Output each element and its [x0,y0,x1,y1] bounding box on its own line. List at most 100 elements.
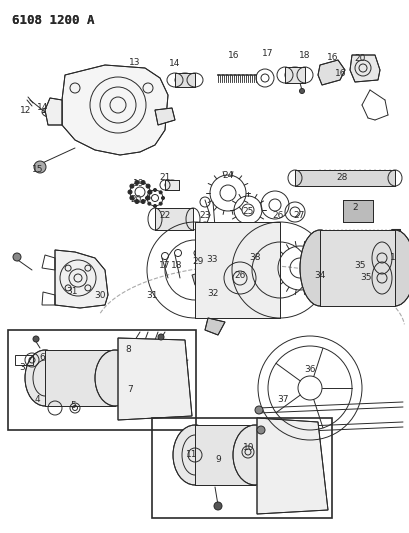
Polygon shape [55,250,108,308]
Text: 11: 11 [186,450,197,459]
Text: 1: 1 [389,254,395,262]
Text: 16: 16 [228,51,239,60]
Text: 6108 1200 A: 6108 1200 A [12,14,94,27]
Circle shape [213,502,221,510]
Polygon shape [62,65,168,155]
Bar [152,418,331,518]
Bar [294,170,394,186]
Circle shape [145,197,148,199]
Text: 36: 36 [303,366,315,375]
Bar [195,425,254,485]
Circle shape [130,184,134,188]
Ellipse shape [299,230,339,306]
Circle shape [153,205,156,207]
Bar [155,208,193,230]
Polygon shape [317,60,344,85]
Text: 19: 19 [133,179,144,188]
Bar [342,200,372,222]
Text: 16: 16 [326,52,338,61]
Text: 23: 23 [199,212,210,221]
Text: 16: 16 [335,69,346,77]
Bar [15,355,33,365]
Text: 29: 29 [192,257,203,266]
Text: 31: 31 [66,287,78,295]
Text: 26: 26 [272,211,283,220]
Text: 14: 14 [169,59,180,68]
Bar [195,222,279,318]
Ellipse shape [374,230,409,306]
Bar [319,230,394,306]
Bar [175,73,195,87]
Text: 20: 20 [130,196,142,205]
Bar [45,350,115,406]
Text: 3: 3 [19,364,25,373]
Circle shape [135,199,139,204]
Text: 32: 32 [207,288,218,297]
Text: 37: 37 [276,395,288,405]
Text: 7: 7 [127,385,133,394]
Text: 34: 34 [314,271,325,279]
Bar [284,67,304,83]
Circle shape [148,202,151,205]
Text: 13: 13 [129,58,140,67]
Text: 24: 24 [222,171,233,180]
Circle shape [34,161,46,173]
Bar [195,222,279,318]
Circle shape [130,196,134,200]
Circle shape [141,199,145,204]
Bar [294,170,394,186]
Text: 28: 28 [335,174,347,182]
Text: 14: 14 [37,102,49,111]
Bar [342,200,372,222]
Text: 27: 27 [292,211,304,220]
Ellipse shape [95,350,135,406]
Text: 4: 4 [34,395,40,405]
Bar [284,67,304,83]
Text: 22: 22 [159,211,170,220]
Text: 33: 33 [206,255,217,264]
Text: 18: 18 [299,51,310,60]
Circle shape [157,334,164,340]
Bar [195,425,254,485]
Text: 17: 17 [262,49,273,58]
Bar [319,230,394,306]
Bar [175,73,195,87]
Text: 15: 15 [32,166,44,174]
Circle shape [256,426,264,434]
Circle shape [254,406,262,414]
Circle shape [141,181,145,184]
Text: 26: 26 [234,271,245,280]
Bar [164,180,179,190]
Text: 6: 6 [39,353,45,362]
Polygon shape [349,55,379,82]
Ellipse shape [232,425,276,485]
Text: 10: 10 [243,443,254,453]
Text: 17: 17 [159,261,170,270]
Polygon shape [191,272,204,285]
Text: 20: 20 [353,53,365,62]
Circle shape [153,189,156,191]
Circle shape [33,336,39,342]
Bar [45,350,115,406]
Text: 31: 31 [146,292,157,301]
Polygon shape [45,98,62,125]
Circle shape [148,191,151,194]
Circle shape [159,191,162,194]
Polygon shape [204,318,225,335]
Circle shape [128,190,132,194]
Circle shape [299,88,304,93]
Circle shape [146,196,150,200]
Text: 2: 2 [351,204,357,213]
Ellipse shape [173,425,216,485]
Text: 38: 38 [249,254,260,262]
Polygon shape [118,338,191,420]
Text: 12: 12 [20,106,31,115]
Text: 5: 5 [70,401,76,410]
Circle shape [148,190,152,194]
Text: 35: 35 [360,272,371,281]
Bar [8,330,196,430]
Text: 21: 21 [159,174,170,182]
Ellipse shape [25,350,65,406]
Text: 18: 18 [171,261,182,270]
Text: 6108 1200 A: 6108 1200 A [12,14,94,27]
